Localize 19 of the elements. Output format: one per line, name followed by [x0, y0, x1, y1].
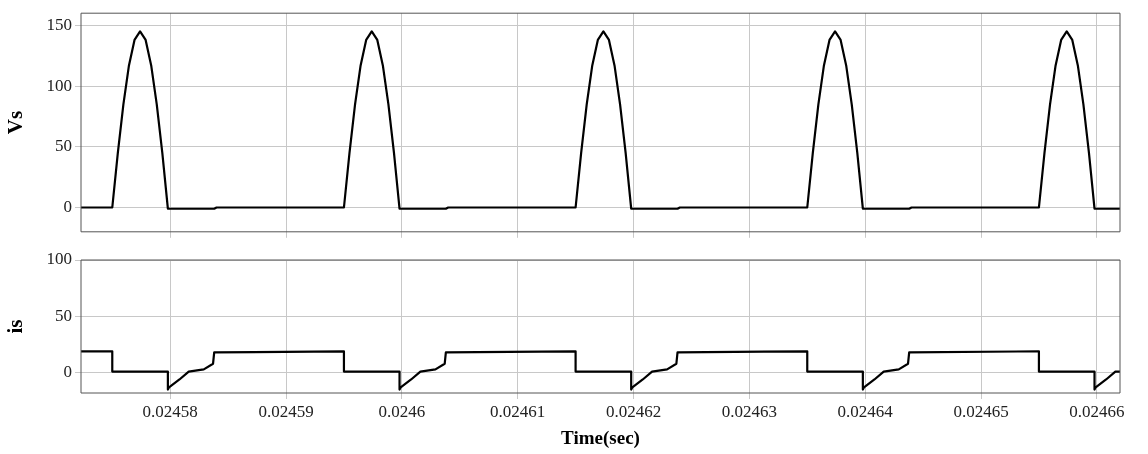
y-axis-title: is [3, 319, 28, 334]
y-tick-label: 50 [55, 136, 72, 156]
y-tick-label: 100 [46, 249, 72, 269]
x-tick-label: 0.02459 [258, 401, 314, 421]
x-tick-label: 0.02463 [721, 401, 777, 421]
y-tick-label: 0 [63, 362, 72, 382]
x-tick-label: 0.02465 [953, 401, 1009, 421]
y-tick-label: 100 [46, 75, 72, 95]
y-tick-label: 0 [63, 196, 72, 216]
x-axis-title: Time(sec) [561, 426, 640, 449]
y-tick-label: 150 [46, 14, 72, 34]
x-tick-label: 0.02464 [837, 401, 894, 421]
y-tick-label: 50 [55, 305, 72, 325]
x-tick-label: 0.02466 [1069, 401, 1125, 421]
y-axis-title: Vs [3, 110, 28, 135]
x-tick-label: 0.0246 [378, 401, 426, 421]
x-tick-label: 0.02461 [490, 401, 546, 421]
x-tick-label: 0.02458 [142, 401, 198, 421]
x-tick-label: 0.02462 [605, 401, 662, 421]
